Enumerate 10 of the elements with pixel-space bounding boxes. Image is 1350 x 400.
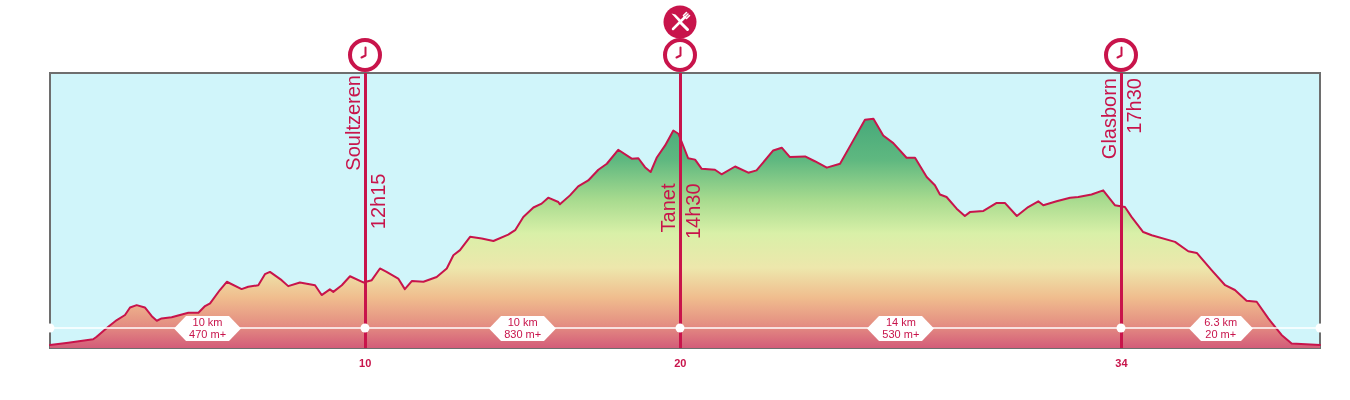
annotation: 6.3 km 20 m+ [1203,316,1239,341]
x-tick-label: 34 [1115,356,1129,369]
ref-line-label: Glasborn 17h30 [1098,78,1146,160]
annotation: 10 km 830 m+ [503,316,543,341]
x-tick-label: 10 [359,356,372,369]
ref-line-label: Tanet 14h30 [657,183,705,240]
x-tick-label: 20 [674,356,687,369]
annotation: 14 km 530 m+ [881,316,921,341]
annotation: 10 km 470 m+ [188,316,228,341]
ref-line-label: Soultzeren 12h15 [342,75,390,230]
